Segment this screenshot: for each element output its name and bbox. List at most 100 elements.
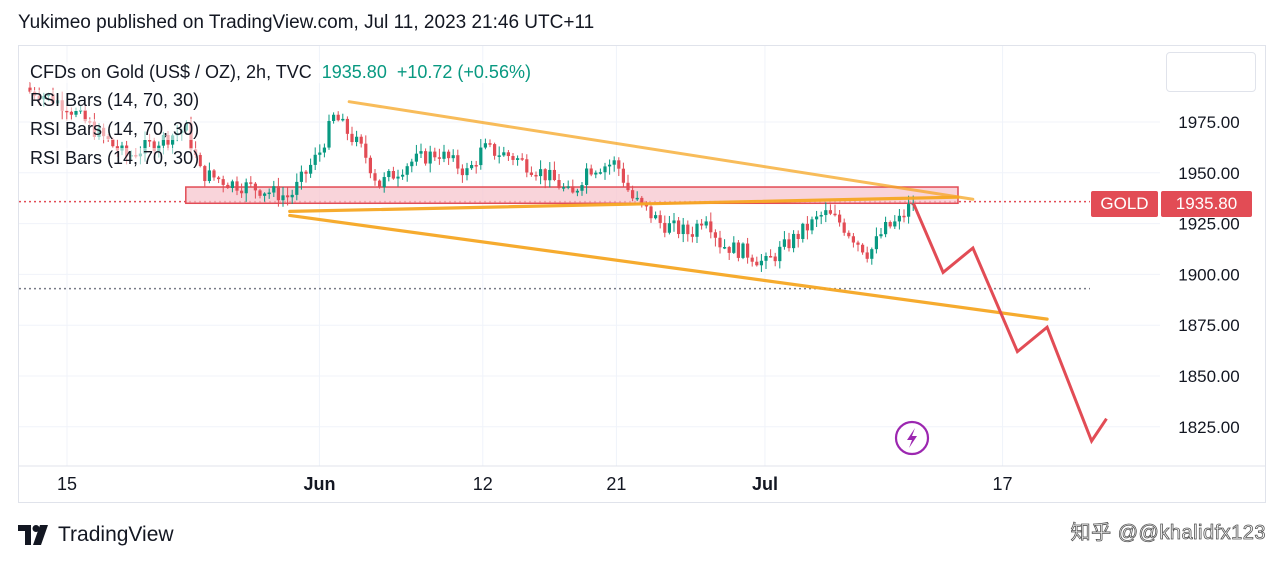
mini-panel[interactable] — [1166, 52, 1256, 92]
candle-body — [879, 234, 883, 237]
candle-body — [207, 170, 211, 182]
price-tag-value: 1935.80 — [1161, 191, 1252, 217]
candle-body — [332, 114, 336, 121]
x-tick-label: 12 — [473, 474, 493, 494]
candle-body — [267, 192, 271, 195]
candle-body — [359, 136, 363, 144]
candle-body — [410, 161, 414, 167]
candle-body — [313, 154, 317, 165]
candle-body — [290, 194, 294, 198]
candle-body — [562, 187, 566, 189]
legend-change: +10.72 (+0.56%) — [396, 62, 531, 82]
y-tick-label: 1975.00 — [1178, 113, 1239, 132]
author-watermark: 知乎 @@khalidfx123 — [1070, 522, 1266, 545]
candle-body — [713, 232, 717, 238]
candle-body — [286, 195, 290, 198]
candle-body — [345, 118, 349, 134]
candle-body — [479, 147, 483, 166]
trendline-2 — [288, 195, 960, 214]
candle-body — [773, 256, 777, 262]
x-tick-label: 17 — [993, 474, 1013, 494]
candle-body — [539, 169, 543, 177]
candle-body — [861, 244, 865, 253]
candle-body — [847, 232, 851, 237]
tradingview-brand[interactable]: TradingView — [18, 523, 174, 547]
candle-body — [318, 152, 322, 155]
candle-body — [69, 111, 73, 115]
candle-body — [805, 223, 809, 231]
candle-body — [465, 168, 469, 176]
candle-body — [460, 168, 464, 176]
candle-body — [529, 172, 533, 175]
candle-body — [350, 133, 354, 143]
candle-body — [631, 190, 635, 199]
x-tick-label: Jul — [752, 474, 778, 494]
candle-body — [851, 236, 855, 243]
candle-body — [203, 166, 207, 182]
candle-body — [281, 195, 285, 201]
candle-body — [589, 168, 593, 175]
candle-body — [874, 236, 878, 250]
candle-body — [171, 135, 175, 145]
candle-body — [230, 181, 234, 188]
candle-body — [723, 247, 727, 249]
candle-body — [700, 223, 704, 226]
candle-body — [451, 155, 455, 159]
candle-body — [368, 157, 372, 174]
chart-frame[interactable] — [18, 45, 1266, 503]
candle-body — [143, 140, 147, 154]
candle-body — [612, 160, 616, 165]
projection-path — [912, 202, 1108, 445]
trendline-3 — [288, 213, 1049, 321]
candle-body — [603, 166, 607, 173]
candle-body — [327, 120, 331, 148]
candle-body — [690, 234, 694, 237]
legend-indicator-3[interactable]: RSI Bars (14, 70, 30) — [30, 148, 200, 169]
candle-body — [258, 190, 262, 196]
legend-price: 1935.80 — [321, 62, 387, 82]
candle-body — [727, 247, 731, 253]
candle-body — [732, 242, 736, 253]
candle-body — [506, 152, 510, 157]
candle-body — [401, 174, 405, 177]
candle-body — [226, 184, 230, 188]
candle-body — [654, 215, 658, 219]
legend-indicator-2[interactable]: RSI Bars (14, 70, 30) — [30, 119, 200, 140]
candle-body — [598, 172, 602, 174]
candle-body — [902, 215, 906, 218]
legend-indicator-1[interactable]: RSI Bars (14, 70, 30) — [30, 90, 200, 111]
candle-body — [272, 186, 276, 193]
candle-body — [497, 155, 501, 157]
candle-body — [672, 220, 676, 224]
candle-body — [815, 216, 819, 220]
candle-body — [856, 242, 860, 245]
y-tick-label: 1950.00 — [1178, 164, 1239, 183]
price-tag-symbol: GOLD — [1091, 191, 1158, 217]
candle-body — [566, 186, 570, 188]
candle-body — [405, 166, 409, 175]
legend-symbol-row[interactable]: CFDs on Gold (US$ / OZ), 2h, TVC 1935.80… — [30, 62, 531, 83]
candle-body — [525, 159, 529, 173]
candle-body — [502, 152, 506, 156]
candle-body — [842, 222, 846, 233]
candle-body — [792, 233, 796, 249]
candle-body — [649, 206, 653, 219]
candle-body — [838, 214, 842, 223]
candle-body — [447, 151, 451, 159]
candle-body — [355, 136, 359, 143]
x-tick-label: Jun — [303, 474, 335, 494]
candle-body — [28, 87, 32, 92]
candle-body — [364, 143, 368, 158]
candle-body — [391, 170, 395, 179]
candle-body — [746, 243, 750, 258]
tradingview-name: TradingView — [58, 523, 174, 546]
candle-body — [617, 160, 621, 169]
candle-body — [907, 204, 911, 217]
y-tick-label: 1825.00 — [1178, 418, 1239, 437]
candle-body — [557, 180, 561, 188]
candle-body — [575, 190, 579, 193]
candle-body — [677, 220, 681, 235]
y-tick-label: 1850.00 — [1178, 367, 1239, 386]
candle-body — [810, 219, 814, 231]
